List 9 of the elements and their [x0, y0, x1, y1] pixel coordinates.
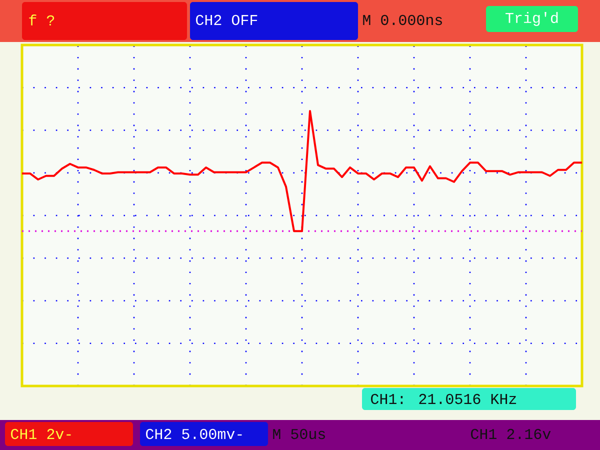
text: M 50us [273, 428, 325, 440]
text: CH1 2v- [11, 428, 71, 440]
text: M 0.000ns [363, 14, 442, 26]
text: CH2 OFF [196, 14, 258, 26]
text: Trig'd [506, 12, 558, 26]
text: CH1 2.16v [471, 428, 551, 440]
text: CH2 5.00mv- [146, 428, 242, 440]
text: CH1: 21.0516 KHz [371, 394, 516, 404]
text: f ? [29, 14, 54, 26]
